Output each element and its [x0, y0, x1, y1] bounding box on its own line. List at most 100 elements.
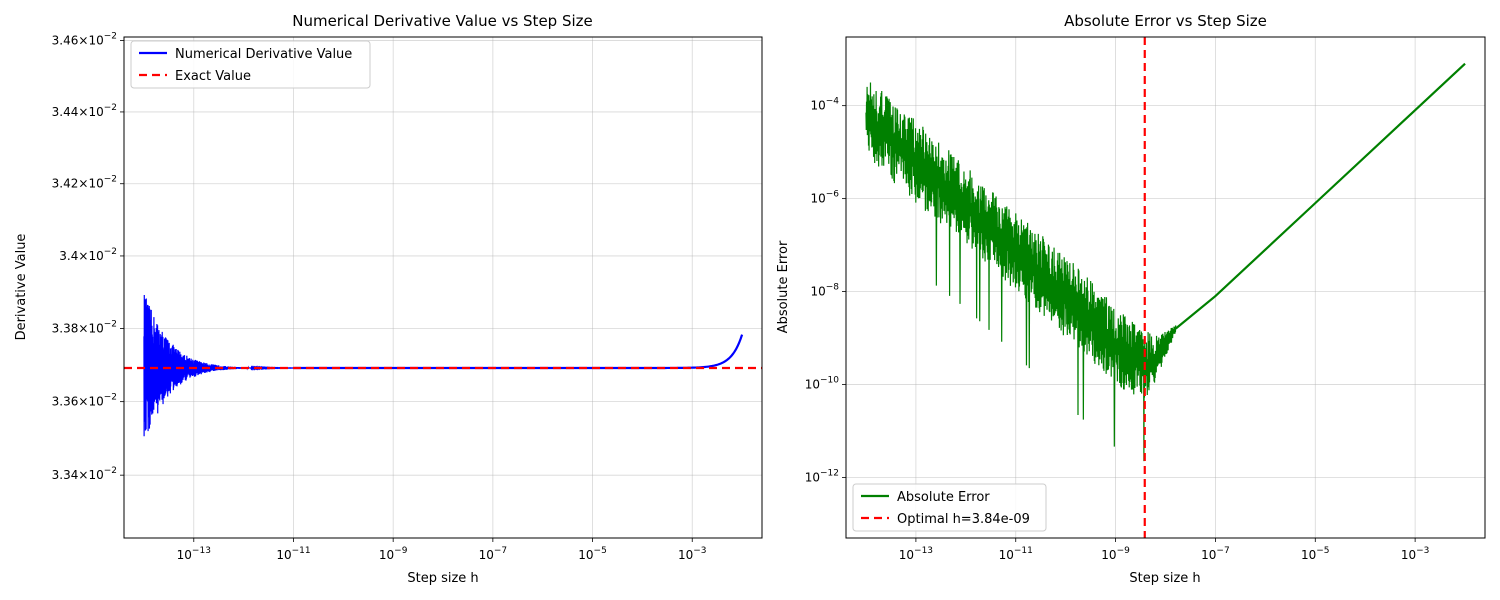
left-x-tick-label: 10−11	[276, 546, 310, 562]
left-y-tick-base: 10	[88, 322, 103, 336]
left-y-tick-mantissa: 3.38	[52, 322, 79, 336]
left-y-tick-exp: −2	[104, 466, 117, 476]
right-chart: Absolute Error vs Step Size 10−13 10−11 10…	[776, 12, 1486, 586]
right-x-tick-label: 10−9	[1101, 546, 1130, 562]
left-noise-band	[143, 294, 294, 437]
left-y-tick-exp: −2	[104, 247, 117, 257]
left-y-tick-times: ×	[78, 322, 88, 336]
right-x-tick-exp: −5	[1316, 546, 1329, 556]
right-x-tick-label: 10−5	[1301, 546, 1330, 562]
right-x-tick-label: 10−11	[999, 546, 1033, 562]
left-y-tick-mantissa: 3.4	[59, 249, 78, 263]
left-y-tick-label: 3.44×10−2	[52, 103, 117, 119]
right-y-tick-label: 10−6	[810, 190, 839, 206]
legend-label-exact: Exact Value	[175, 69, 251, 84]
left-gridlines	[124, 37, 762, 538]
right-error-line	[1175, 62, 1466, 330]
left-y-tick-times: ×	[78, 177, 88, 191]
right-y-tick-base: 10	[810, 285, 825, 299]
right-x-tick-label: 10−7	[1201, 546, 1230, 562]
right-x-tick-base: 10	[1401, 548, 1416, 562]
right-y-tick-base: 10	[810, 192, 825, 206]
left-y-tick-exp: −2	[104, 393, 117, 403]
left-x-ticks: 10−13 10−11 10−9 10−7 10−5 10−3	[177, 538, 707, 562]
right-x-tick-base: 10	[1101, 548, 1116, 562]
left-x-tick-base: 10	[379, 548, 394, 562]
left-y-tick-label: 3.36×10−2	[52, 393, 117, 409]
left-x-tick-base: 10	[479, 548, 494, 562]
right-x-ticks: 10−13 10−11 10−9 10−7 10−5 10−3	[899, 538, 1430, 562]
right-legend-box	[852, 483, 1047, 532]
left-y-tick-base: 10	[88, 395, 103, 409]
right-x-tick-exp: −7	[1216, 546, 1229, 556]
left-y-tick-label: 3.46×10−2	[52, 32, 117, 48]
left-y-tick-label: 3.34×10−2	[52, 466, 117, 482]
right-x-tick-exp: −13	[914, 546, 933, 556]
left-y-axis-label: Derivative Value	[14, 234, 29, 341]
left-x-tick-label: 10−13	[177, 546, 211, 562]
left-derivative-line	[293, 334, 744, 370]
left-y-tick-mantissa: 3.44	[52, 105, 79, 119]
right-gridlines	[846, 37, 1485, 538]
left-y-tick-base: 10	[88, 249, 103, 263]
legend-label-optimal: Optimal h=3.84e-09	[897, 512, 1030, 527]
right-y-tick-exp: −12	[820, 469, 839, 479]
left-legend: Numerical Derivative Value Exact Value	[130, 40, 371, 89]
left-x-tick-label: 10−9	[379, 546, 408, 562]
left-x-axis-label: Step size h	[407, 571, 478, 586]
left-x-tick-base: 10	[578, 548, 593, 562]
left-x-tick-label: 10−7	[479, 546, 508, 562]
left-y-tick-exp: −2	[104, 103, 117, 113]
right-x-tick-exp: −3	[1416, 546, 1429, 556]
left-chart: Numerical Derivative Value vs Step Size …	[14, 12, 763, 586]
left-y-tick-times: ×	[78, 34, 88, 48]
left-y-tick-times: ×	[78, 468, 88, 482]
right-y-tick-exp: −6	[826, 190, 840, 200]
right-x-tick-exp: −9	[1117, 546, 1131, 556]
left-x-tick-label: 10−3	[678, 546, 707, 562]
left-y-tick-exp: −2	[104, 175, 117, 185]
left-y-tick-exp: −2	[104, 32, 117, 42]
left-y-tick-exp: −2	[104, 320, 117, 330]
left-y-tick-base: 10	[88, 468, 103, 482]
right-legend: Absolute Error Optimal h=3.84e-09	[852, 483, 1047, 532]
legend-label-derivative: Numerical Derivative Value	[175, 47, 352, 62]
right-y-tick-base: 10	[805, 378, 820, 392]
left-x-tick-exp: −9	[394, 546, 408, 556]
left-x-tick-exp: −11	[292, 546, 311, 556]
left-y-tick-label: 3.38×10−2	[52, 320, 117, 336]
legend-label-error: Absolute Error	[897, 490, 990, 505]
right-x-tick-base: 10	[999, 548, 1014, 562]
right-x-tick-base: 10	[899, 548, 914, 562]
left-y-ticks: 3.34×10−23.36×10−23.38×10−23.4×10−23.42×…	[52, 32, 124, 482]
left-y-tick-base: 10	[88, 105, 103, 119]
left-y-tick-mantissa: 3.42	[52, 177, 79, 191]
right-plot-frame	[845, 36, 1486, 539]
left-x-tick-exp: −3	[693, 546, 706, 556]
right-y-tick-label: 10−4	[810, 97, 839, 113]
left-legend-box	[130, 40, 371, 89]
right-y-tick-label: 10−10	[805, 376, 840, 392]
right-x-tick-label: 10−13	[899, 546, 933, 562]
right-y-tick-label: 10−12	[805, 469, 839, 485]
left-x-tick-exp: −7	[494, 546, 507, 556]
right-y-tick-base: 10	[810, 99, 825, 113]
left-y-tick-times: ×	[78, 395, 88, 409]
right-y-tick-base: 10	[805, 471, 820, 485]
right-x-tick-exp: −11	[1014, 546, 1033, 556]
left-y-tick-mantissa: 3.34	[52, 468, 79, 482]
left-x-tick-base: 10	[177, 548, 192, 562]
right-x-tick-label: 10−3	[1401, 546, 1430, 562]
right-y-tick-exp: −10	[820, 376, 839, 386]
left-x-tick-exp: −5	[594, 546, 607, 556]
right-x-tick-base: 10	[1201, 548, 1216, 562]
left-y-tick-times: ×	[78, 105, 88, 119]
right-chart-title: Absolute Error vs Step Size	[1064, 12, 1267, 30]
left-y-tick-label: 3.4×10−2	[59, 247, 117, 263]
right-x-tick-base: 10	[1301, 548, 1316, 562]
left-chart-title: Numerical Derivative Value vs Step Size	[292, 12, 593, 30]
left-y-tick-base: 10	[88, 177, 103, 191]
left-y-tick-mantissa: 3.36	[52, 395, 79, 409]
